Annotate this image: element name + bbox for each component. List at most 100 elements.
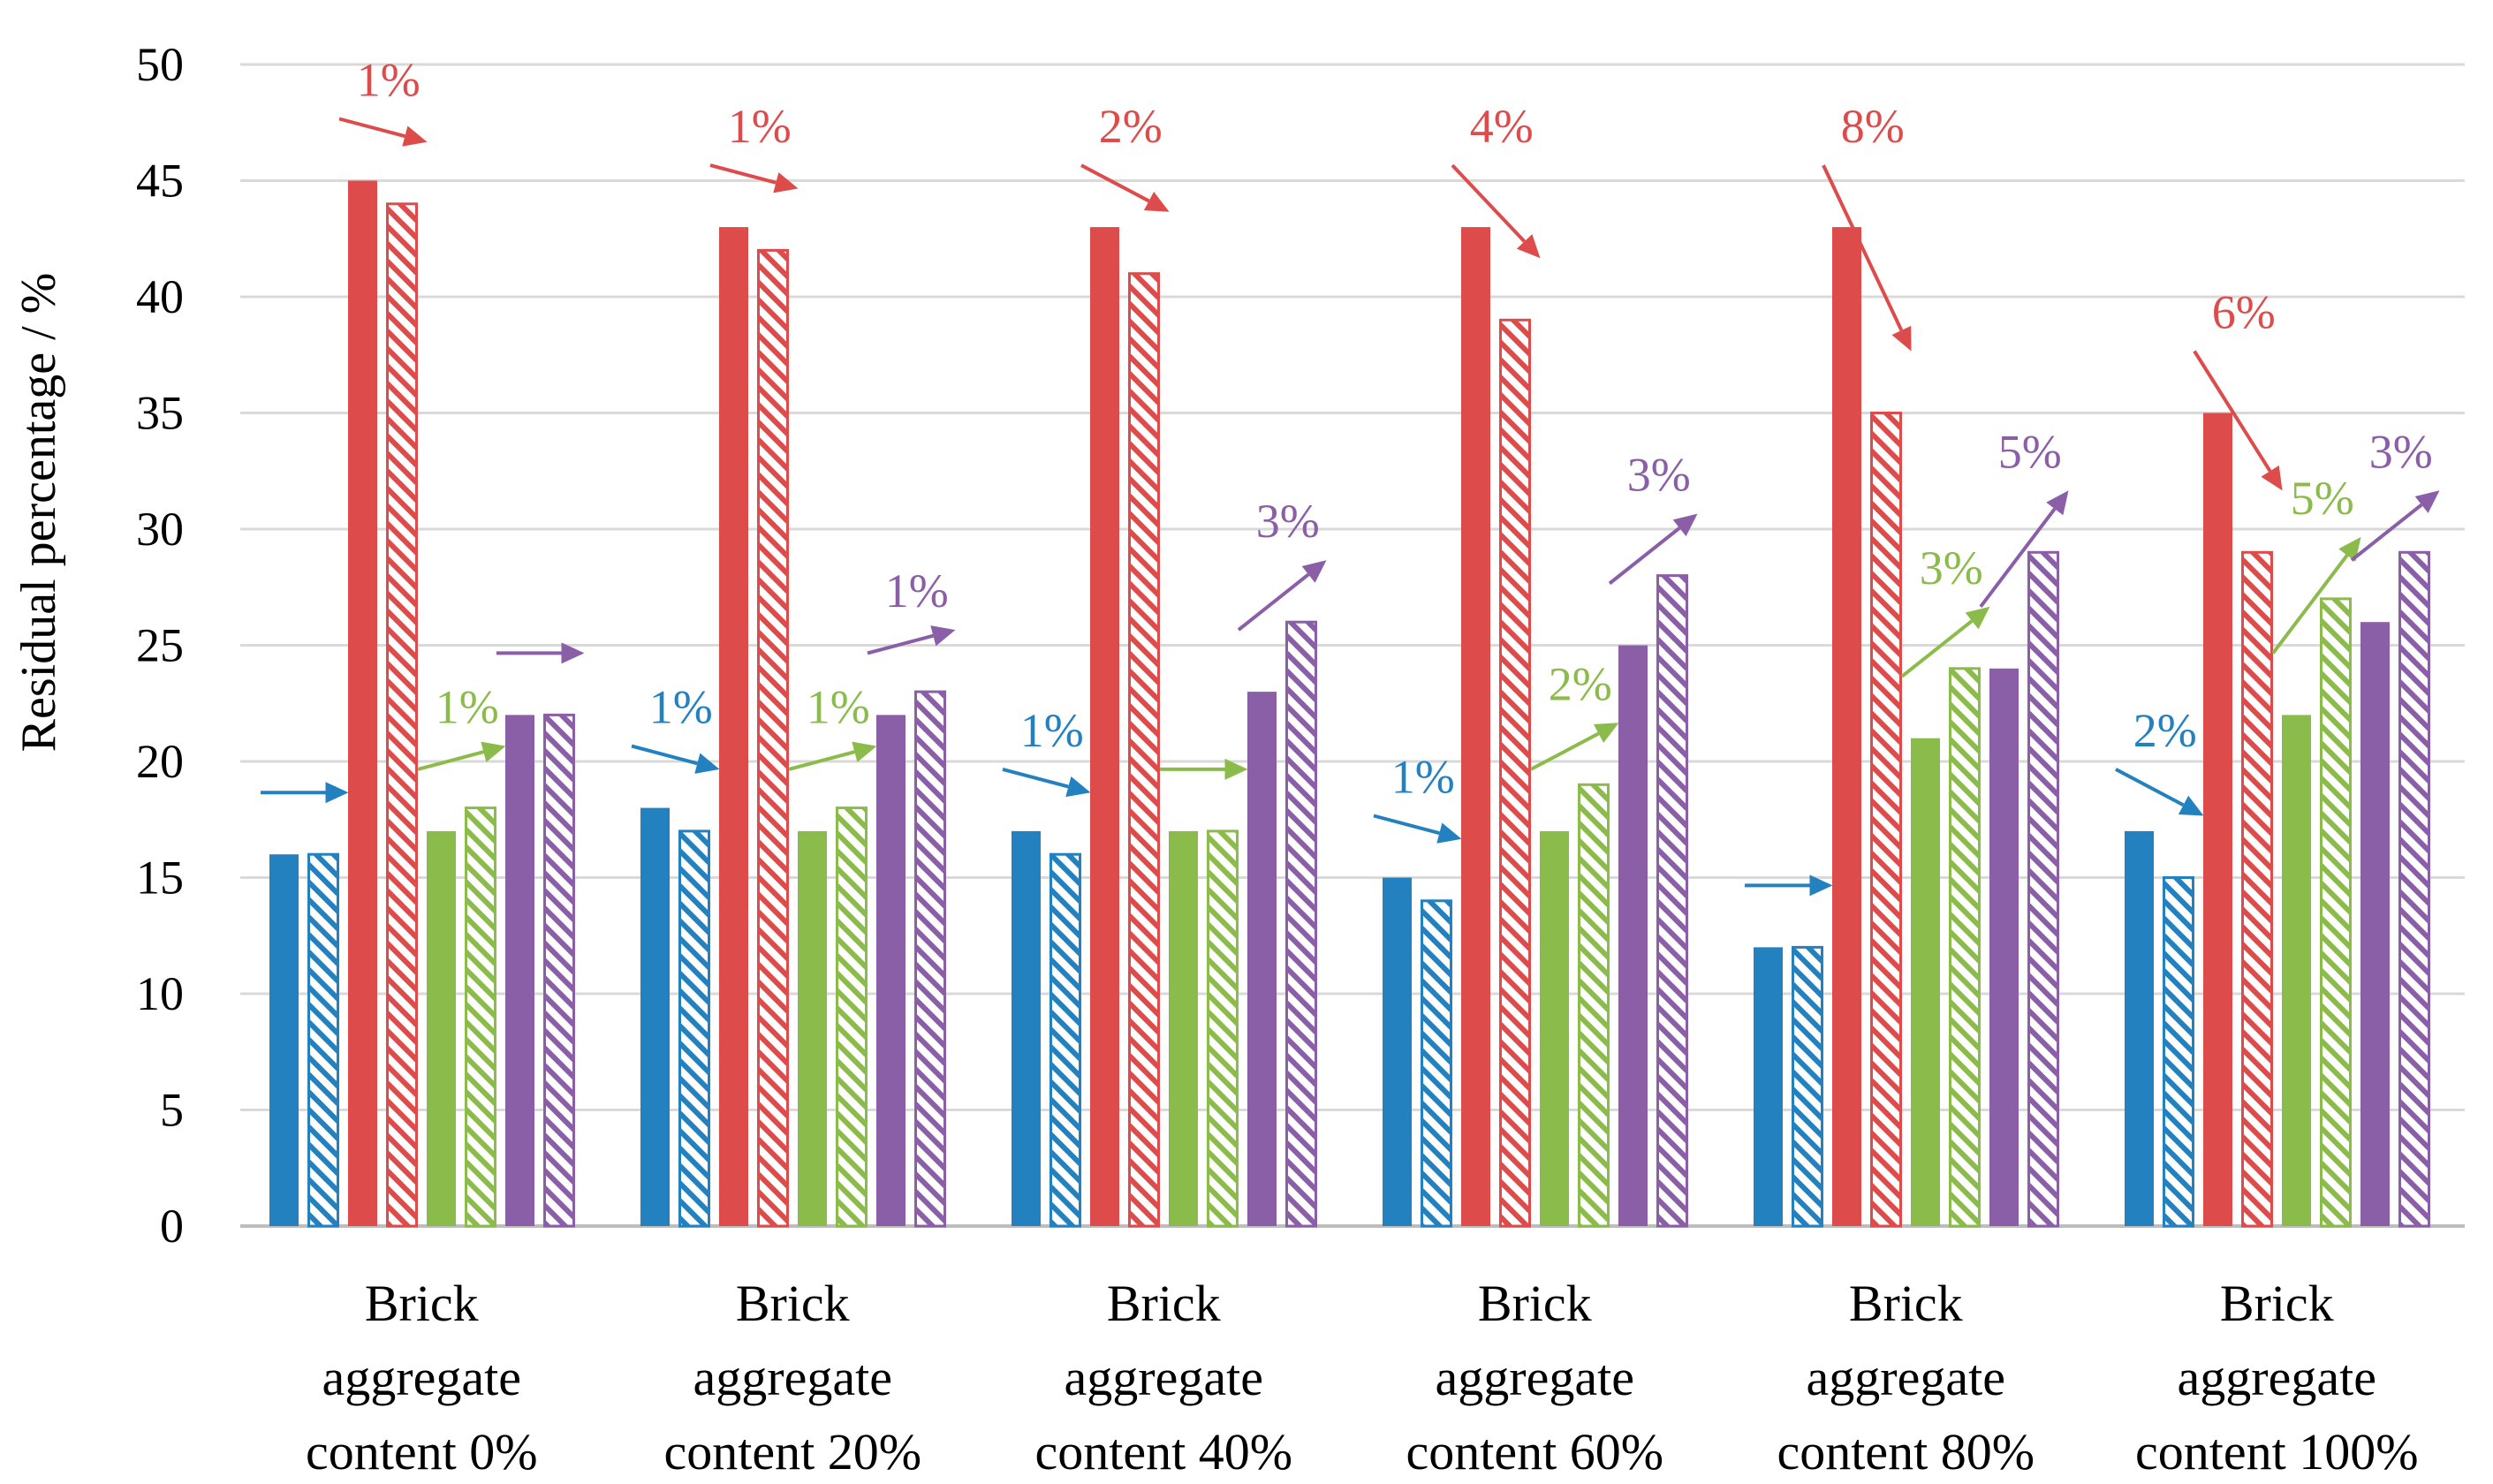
arrow-head-icon	[852, 741, 877, 762]
bar-red-solid	[1832, 227, 1861, 1227]
change-annotation: 5%	[1979, 425, 2069, 609]
bar-purple-solid	[1247, 692, 1277, 1226]
bar-blue-hatched	[1049, 852, 1081, 1228]
change-annotation: 1%	[867, 564, 956, 655]
change-annotation	[261, 782, 349, 804]
bar-purple-hatched	[2027, 550, 2059, 1228]
arrow-icon	[867, 633, 934, 655]
y-tick-label: 10	[136, 967, 184, 1020]
arrow-icon	[338, 117, 405, 139]
arrow-icon	[1237, 572, 1310, 632]
x-axis-labels: Brick aggregate content 0% Brick aggregate co…	[306, 1275, 2419, 1480]
arrow-icon	[1080, 163, 1150, 203]
bar-green-hatched	[836, 806, 868, 1228]
change-annotation	[1160, 758, 1248, 780]
bar-blue-hatched	[307, 852, 339, 1228]
bar-purple-solid	[505, 715, 534, 1226]
change-label: 5%	[1998, 425, 2062, 478]
y-tick-label: 35	[136, 387, 184, 440]
bar-green-solid	[798, 830, 827, 1226]
arrow-head-icon	[930, 625, 956, 647]
y-tick-label: 5	[160, 1084, 184, 1137]
x-category-label: Brick aggregate content 20%	[663, 1275, 921, 1480]
bar-green-solid	[427, 830, 456, 1226]
arrow-head-icon	[1516, 234, 1541, 259]
bar-red-hatched	[1128, 272, 1160, 1228]
bar-blue-hatched	[1792, 945, 1823, 1228]
x-category-label: Brick aggregate content 80%	[1777, 1275, 2035, 1480]
arrow-icon	[2350, 503, 2423, 562]
change-annotation	[496, 642, 585, 664]
change-label: 3%	[1256, 495, 1320, 548]
y-axis-label: Residual percentage / %	[11, 273, 66, 753]
change-annotation: 1%	[338, 54, 428, 147]
bar-blue-solid	[1012, 830, 1041, 1226]
change-annotation: 5%	[2271, 472, 2361, 655]
arrow-head-icon	[402, 125, 428, 147]
arrow-icon	[2193, 350, 2272, 473]
change-annotation: 4%	[1451, 100, 1541, 259]
x-category-label: Brick aggregate content 0%	[306, 1275, 538, 1480]
annotations: 1% 1% 1% 1% 1% 1% 1% 2% 3% 1% 4% 2% 3% 8% 3% 5% 2% 6% 5% 3%	[261, 54, 2440, 897]
bar-green-hatched	[1949, 667, 1981, 1228]
change-label: 2%	[1549, 657, 1612, 710]
arrow-icon	[1373, 814, 1440, 836]
arrow-head-icon	[325, 782, 349, 804]
change-label: 3%	[1627, 449, 1691, 502]
change-annotation: 6%	[2193, 286, 2283, 491]
arrow-icon	[1002, 767, 1069, 789]
arrow-icon	[1822, 164, 1904, 331]
change-label: 2%	[1099, 100, 1163, 153]
bar-red-solid	[2203, 413, 2232, 1226]
arrow-icon	[1530, 731, 1600, 771]
change-label: 3%	[1920, 541, 1983, 594]
bar-red-solid	[1461, 227, 1490, 1227]
change-annotation: 3%	[1900, 541, 1990, 678]
bar-purple-solid	[876, 715, 906, 1226]
change-label: 5%	[2291, 472, 2354, 525]
arrow-head-icon	[2261, 465, 2283, 491]
bar-blue-hatched	[2163, 876, 2194, 1228]
change-annotation: 3%	[1608, 449, 1698, 586]
bar-red-hatched	[386, 202, 418, 1228]
arrow-head-icon	[1672, 513, 1698, 537]
arrow-head-icon	[2046, 490, 2069, 516]
arrow-head-icon	[1965, 606, 1990, 630]
bar-purple-hatched	[1285, 620, 1317, 1228]
bar-red-hatched	[757, 248, 789, 1228]
arrow-head-icon	[1065, 776, 1091, 798]
change-annotation: 1%	[1002, 704, 1091, 798]
y-axis-ticks: 0 5 10 15 20 25 30 35 40 45 50	[136, 38, 184, 1253]
change-label: 8%	[1841, 100, 1905, 153]
change-annotation: 2%	[1530, 657, 1619, 771]
y-tick-label: 25	[136, 619, 184, 672]
change-label: 1%	[807, 681, 870, 734]
arrow-head-icon	[694, 753, 720, 774]
arrow-icon	[1979, 507, 2057, 609]
x-category-label: Brick aggregate content 60%	[1406, 1275, 1663, 1480]
bar-red-hatched	[1499, 318, 1531, 1228]
arrow-head-icon	[1891, 325, 1912, 352]
bar-blue-solid	[1754, 947, 1783, 1226]
arrow-head-icon	[1143, 191, 1170, 212]
bar-green-solid	[1911, 738, 1940, 1226]
y-tick-label: 40	[136, 270, 184, 323]
y-tick-label: 50	[136, 38, 184, 91]
arrow-head-icon	[1301, 560, 1327, 583]
arrow-icon	[2271, 554, 2349, 655]
change-annotation: 3%	[2350, 425, 2440, 562]
arrow-icon	[709, 163, 777, 185]
bar-purple-hatched	[914, 690, 946, 1228]
change-annotation: 1%	[788, 681, 877, 771]
arrow-icon	[2115, 768, 2185, 807]
change-label: 2%	[2133, 704, 2197, 757]
bar-purple-hatched	[543, 713, 575, 1228]
bar-blue-hatched	[678, 829, 710, 1228]
change-annotation	[1745, 874, 1833, 897]
change-annotation: 1%	[709, 100, 799, 193]
change-label: 1%	[357, 54, 421, 107]
bar-purple-hatched	[1656, 574, 1688, 1228]
change-label: 1%	[1391, 751, 1455, 804]
bar-red-solid	[719, 227, 748, 1227]
bar-green-solid	[2282, 715, 2311, 1226]
